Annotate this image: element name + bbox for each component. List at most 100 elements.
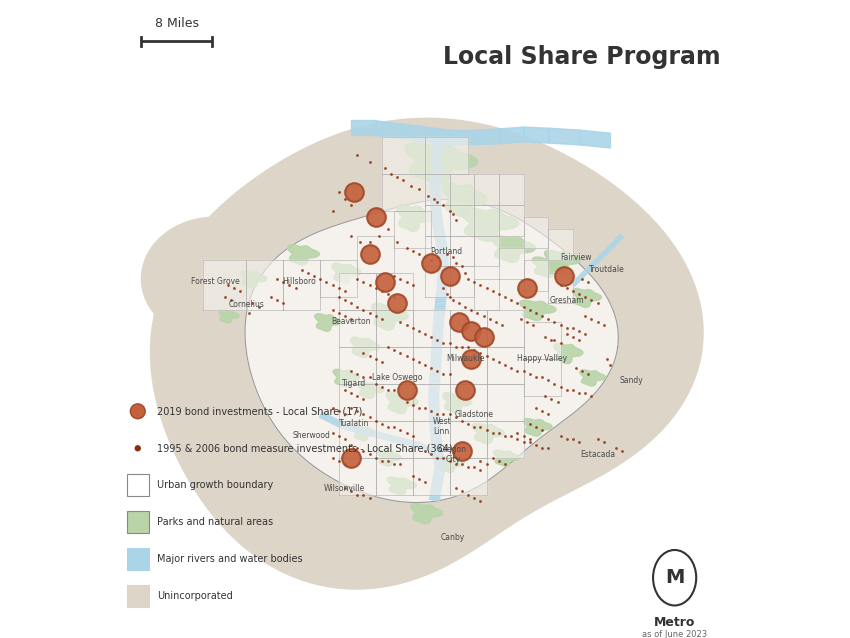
Text: Tualatin: Tualatin (339, 419, 369, 428)
Polygon shape (450, 346, 487, 383)
Point (338, 295, 352, 306)
Polygon shape (353, 426, 377, 441)
Point (369, 212, 382, 222)
Point (405, 181, 418, 191)
Point (338, 483, 352, 493)
Point (520, 317, 534, 327)
Point (492, 357, 506, 367)
Point (270, 295, 284, 306)
Point (486, 427, 500, 438)
Point (350, 391, 364, 401)
Point (554, 431, 568, 441)
Polygon shape (473, 424, 504, 443)
Point (437, 283, 451, 293)
Point (492, 427, 506, 438)
Point (422, 191, 435, 201)
Point (270, 274, 284, 284)
Point (443, 409, 456, 419)
Polygon shape (545, 250, 581, 272)
Point (350, 489, 364, 500)
Point (480, 351, 494, 361)
Point (394, 274, 407, 284)
Point (350, 301, 364, 311)
Polygon shape (412, 457, 450, 494)
Point (412, 249, 426, 259)
Polygon shape (425, 174, 450, 205)
Point (431, 409, 445, 419)
Polygon shape (572, 288, 601, 308)
Point (332, 283, 345, 293)
Point (338, 193, 352, 204)
Point (348, 188, 361, 198)
Point (541, 375, 555, 385)
Point (517, 366, 530, 376)
Point (400, 320, 413, 330)
Point (412, 474, 426, 484)
Point (554, 280, 568, 290)
Point (566, 434, 580, 444)
Point (597, 320, 610, 330)
Point (338, 286, 352, 296)
Point (344, 314, 358, 324)
Point (456, 341, 469, 352)
Point (221, 280, 235, 290)
Point (581, 277, 595, 287)
Point (405, 246, 419, 256)
Point (547, 378, 561, 389)
Point (443, 456, 456, 466)
Point (536, 406, 549, 417)
Point (462, 274, 475, 284)
Point (530, 440, 543, 450)
Point (452, 317, 466, 327)
Point (473, 280, 487, 290)
Text: 1995 & 2006 bond measure investments - Local Share (364): 1995 & 2006 bond measure investments - L… (157, 443, 452, 453)
Polygon shape (338, 383, 376, 420)
Point (363, 308, 377, 318)
Point (498, 360, 512, 370)
Polygon shape (524, 217, 548, 248)
Point (437, 338, 451, 348)
Point (356, 394, 370, 404)
Point (449, 341, 462, 352)
Polygon shape (499, 174, 524, 205)
Point (344, 452, 358, 463)
Polygon shape (443, 183, 486, 217)
Point (332, 308, 345, 318)
Text: Fairview: Fairview (560, 253, 592, 262)
Point (332, 431, 345, 441)
Point (609, 443, 623, 454)
Polygon shape (412, 383, 450, 420)
Point (418, 477, 432, 487)
Polygon shape (241, 271, 267, 288)
Point (375, 357, 388, 367)
Point (405, 354, 419, 364)
Point (443, 292, 456, 302)
Point (356, 373, 370, 383)
Point (276, 299, 290, 309)
Polygon shape (461, 207, 518, 241)
Polygon shape (548, 272, 573, 304)
Point (276, 277, 290, 287)
Polygon shape (487, 383, 524, 420)
Text: Major rivers and water bodies: Major rivers and water bodies (157, 554, 303, 564)
Polygon shape (450, 267, 474, 297)
Point (344, 200, 358, 210)
Point (492, 289, 506, 299)
Point (526, 320, 540, 330)
Point (227, 283, 241, 293)
Point (394, 459, 407, 469)
Polygon shape (203, 260, 246, 309)
Point (363, 280, 377, 290)
Point (431, 252, 445, 262)
Point (431, 197, 445, 207)
Polygon shape (376, 383, 412, 420)
Point (400, 243, 413, 253)
Text: M: M (665, 568, 684, 587)
Polygon shape (412, 346, 450, 383)
Polygon shape (425, 235, 450, 267)
Point (363, 373, 377, 383)
Polygon shape (450, 174, 474, 205)
Point (394, 317, 407, 327)
Point (458, 301, 472, 311)
Point (390, 237, 404, 247)
